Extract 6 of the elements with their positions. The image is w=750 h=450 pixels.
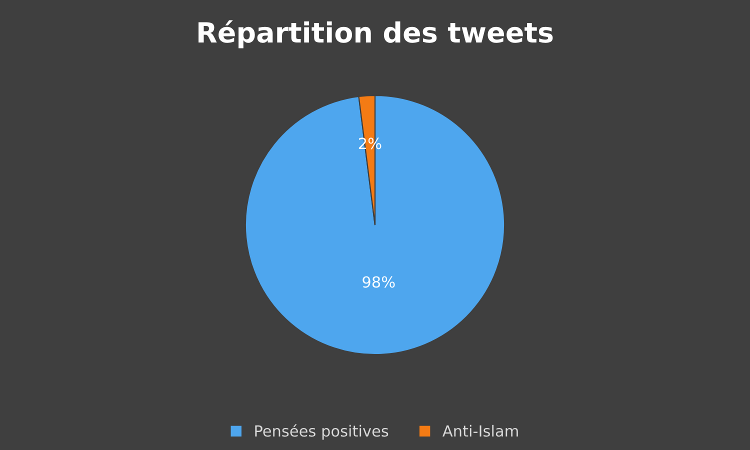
chart-title: Répartition des tweets	[198, 20, 553, 48]
data-label: 2%	[358, 138, 382, 150]
legend-label: Pensées positives	[255, 424, 388, 440]
pie-slice	[244, 94, 506, 356]
legend-label: Anti-Islam	[442, 424, 518, 437]
data-label: 98%	[362, 276, 395, 288]
